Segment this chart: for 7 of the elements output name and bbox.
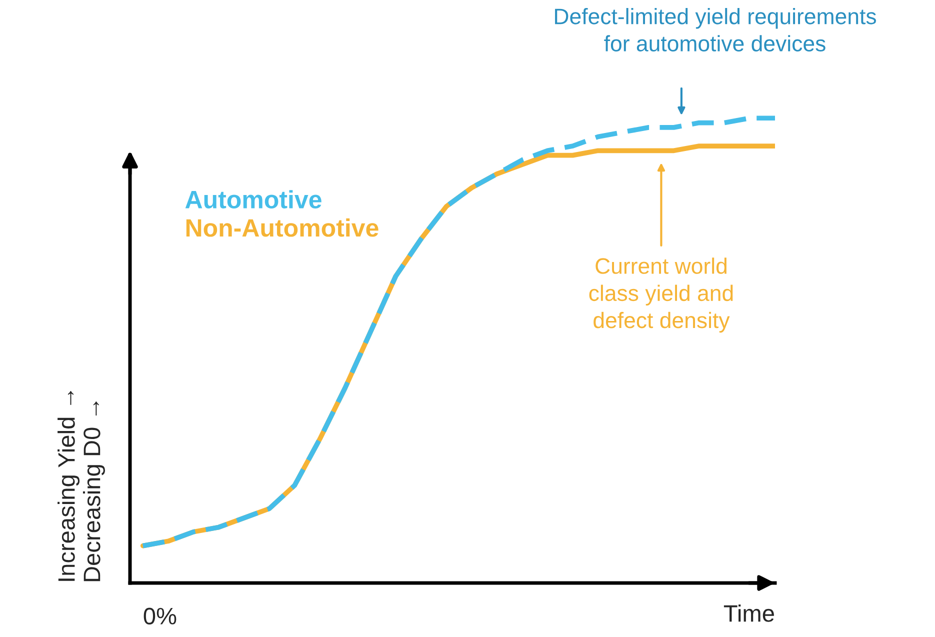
annotation: Current world class yield and defect density xyxy=(589,258,733,333)
series-label: Non-Automotive xyxy=(186,218,378,237)
x-axis-title: Time xyxy=(724,604,774,622)
text: Defect-limited yield requirements for automotive devices xyxy=(555,8,876,52)
text: 0% xyxy=(144,608,176,624)
text: Automotive xyxy=(185,190,322,208)
y-axis-title: Increasing Yield → Decreasing D0 → xyxy=(58,390,105,582)
